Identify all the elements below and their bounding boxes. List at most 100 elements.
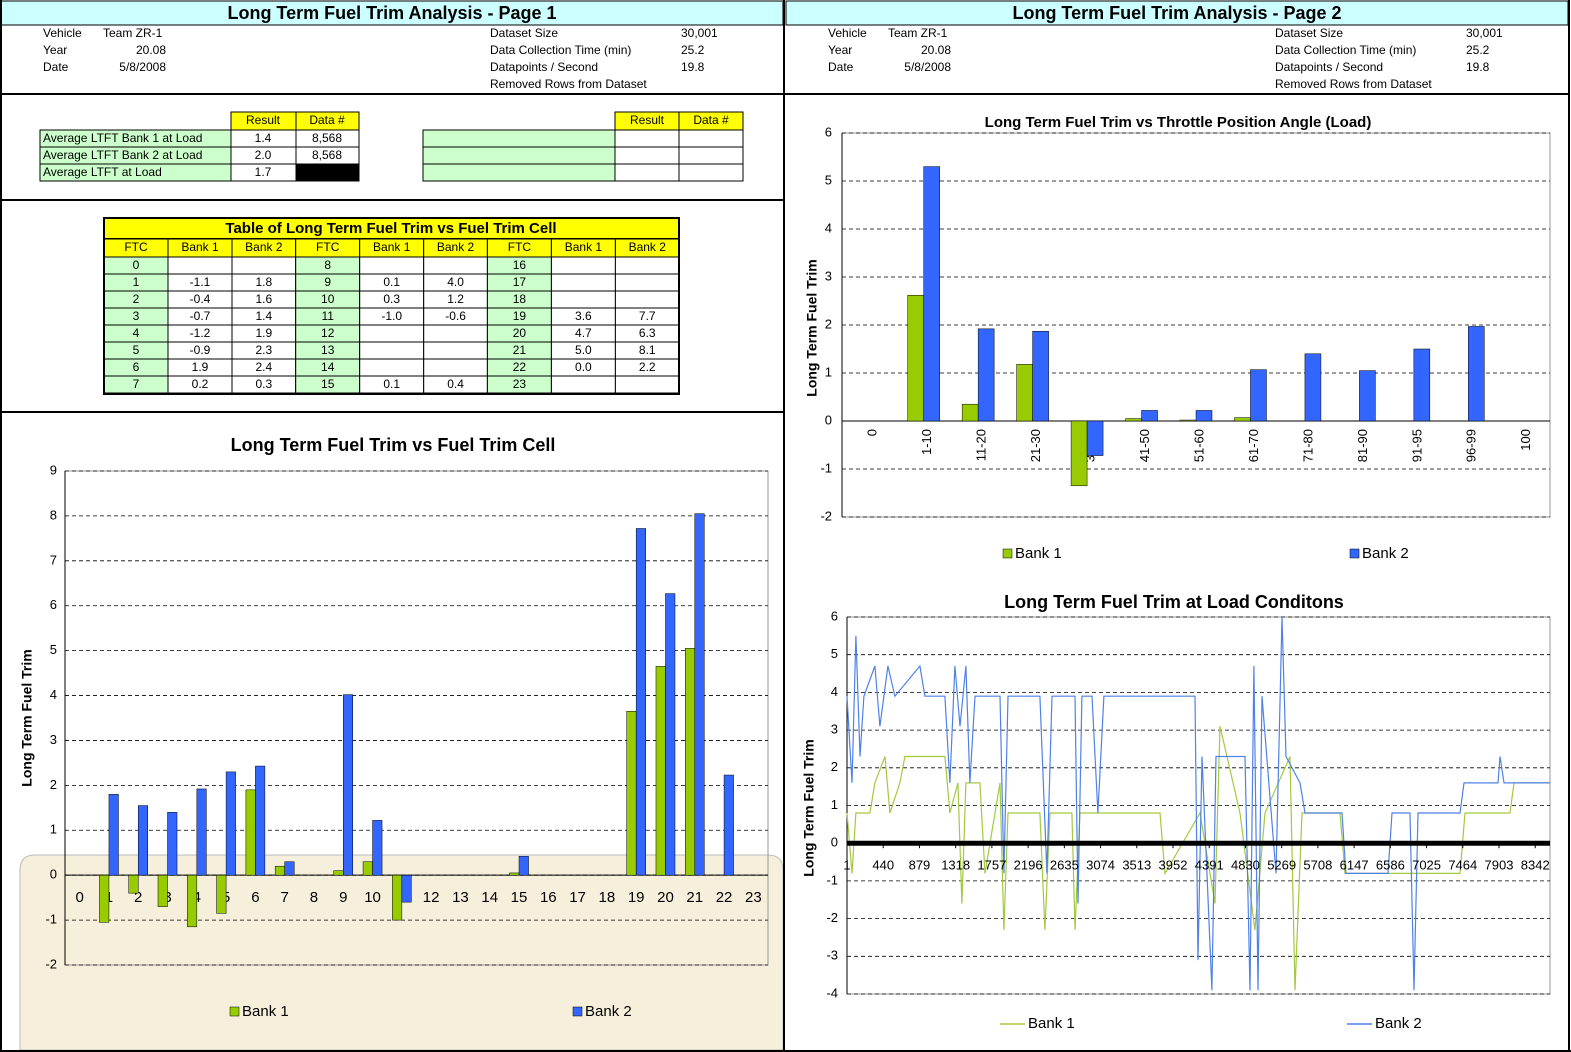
legend-label: Bank 1 xyxy=(242,1003,289,1020)
x-tick-label: 0 xyxy=(865,429,880,436)
cell xyxy=(167,256,233,275)
bar xyxy=(509,872,520,876)
x-tick-label: 9 xyxy=(339,889,347,906)
bar xyxy=(392,874,403,921)
x-tick-label: 81-90 xyxy=(1355,429,1370,462)
y-tick-label: 2 xyxy=(831,759,838,774)
bar xyxy=(665,593,676,876)
x-tick-label: 20 xyxy=(657,889,674,906)
page-title: Long Term Fuel Trim Analysis - Page 1 xyxy=(227,3,556,23)
bar xyxy=(245,789,256,876)
x-tick-label: 11-20 xyxy=(974,429,989,461)
bar xyxy=(1125,418,1142,422)
chart-title: Long Term Fuel Trim vs Throttle Position… xyxy=(985,114,1372,131)
info-value: 19.8 xyxy=(1466,60,1490,74)
x-tick-label: 71-80 xyxy=(1300,429,1315,462)
info-label: Date xyxy=(828,60,854,74)
bar xyxy=(1234,417,1251,422)
info-label: Dataset Size xyxy=(490,26,558,40)
bar xyxy=(108,794,119,876)
cell-value: 7.7 xyxy=(639,309,656,323)
y-tick-label: 6 xyxy=(50,597,57,612)
cell-value: -0.9 xyxy=(190,343,211,357)
info-label: Vehicle xyxy=(828,26,867,40)
info-label: Datapoints / Second xyxy=(1275,60,1383,74)
title-bar xyxy=(785,0,1569,26)
cell-value: -1.0 xyxy=(381,309,402,323)
cell xyxy=(423,256,488,275)
column-header: Data # xyxy=(309,113,345,127)
cell-value: 8 xyxy=(324,258,331,272)
cell-value: -0.6 xyxy=(445,309,466,323)
x-tick-label: 7903 xyxy=(1485,858,1514,873)
x-tick-label: 61-70 xyxy=(1246,429,1261,462)
column-header: Bank 2 xyxy=(629,240,667,254)
cell xyxy=(678,146,744,165)
cell-value: 1.8 xyxy=(256,275,273,289)
cell-value: -1.2 xyxy=(190,326,211,340)
y-tick-label: 4 xyxy=(825,220,832,235)
bar xyxy=(723,774,734,876)
column-header: Bank 1 xyxy=(181,240,219,254)
bar xyxy=(372,820,383,876)
bar xyxy=(907,294,924,422)
cell-value: 13 xyxy=(321,343,335,357)
bar xyxy=(1070,420,1088,487)
table-title-text: Table of Long Term Fuel Trim vs Fuel Tri… xyxy=(225,220,556,237)
x-tick-label: 12 xyxy=(423,889,440,906)
x-tick-label: 10 xyxy=(364,889,381,906)
cell xyxy=(423,358,488,377)
cell-value: 8,568 xyxy=(312,148,342,162)
x-tick-label: 15 xyxy=(511,889,528,906)
y-tick-label: 1 xyxy=(50,822,57,837)
legend-label: Bank 2 xyxy=(1375,1015,1422,1032)
x-tick-label: 440 xyxy=(872,858,894,873)
y-tick-label: 3 xyxy=(825,268,832,283)
bar xyxy=(635,528,646,876)
bar xyxy=(157,874,168,907)
cell-value: 14 xyxy=(321,360,335,374)
info-label: Year xyxy=(828,43,852,57)
x-tick-label: 6 xyxy=(251,889,259,906)
x-tick-label: 3952 xyxy=(1159,858,1188,873)
column-header: Bank 1 xyxy=(373,240,411,254)
y-tick-label: 5 xyxy=(831,646,838,661)
row-label-cell xyxy=(422,129,616,148)
cell-value: 8,568 xyxy=(312,131,342,145)
y-tick-label: 0 xyxy=(50,867,57,882)
info-label: Removed Rows from Dataset xyxy=(490,77,647,91)
x-tick-label: 2196 xyxy=(1014,858,1043,873)
x-tick-label: 96-99 xyxy=(1464,429,1479,462)
info-value: 25.2 xyxy=(681,43,705,57)
x-tick-label: 6586 xyxy=(1376,858,1405,873)
column-header: Data # xyxy=(693,113,729,127)
y-tick-label: 6 xyxy=(831,608,838,623)
bar xyxy=(216,874,227,914)
cell-value: 1.7 xyxy=(255,165,272,179)
cell xyxy=(423,324,488,343)
x-tick-label: 7 xyxy=(281,889,289,906)
cell-value: 7 xyxy=(133,377,140,391)
bar xyxy=(1468,326,1485,422)
cell xyxy=(359,256,425,275)
x-tick-label: 18 xyxy=(599,889,616,906)
legend-label: Bank 1 xyxy=(1015,545,1062,562)
cell-value: -1.1 xyxy=(190,275,211,289)
cell xyxy=(359,358,425,377)
cell xyxy=(295,163,360,182)
cell-value: 1.2 xyxy=(447,292,464,306)
cell-value: 6.3 xyxy=(639,326,656,340)
x-tick-label: 3074 xyxy=(1086,858,1115,873)
cell-value: 0.1 xyxy=(383,377,400,391)
bar xyxy=(694,513,705,876)
x-tick-label: 17 xyxy=(569,889,586,906)
info-label: Dataset Size xyxy=(1275,26,1343,40)
cell xyxy=(614,375,680,394)
x-tick-label: 22 xyxy=(716,889,733,906)
row-label-cell xyxy=(422,146,616,165)
cell-value: 1 xyxy=(133,275,140,289)
chart-title: Long Term Fuel Trim vs Fuel Trim Cell xyxy=(231,435,556,455)
y-tick-label: 0 xyxy=(831,835,838,850)
x-tick-label: 7025 xyxy=(1412,858,1441,873)
info-label: Data Collection Time (min) xyxy=(490,43,631,57)
